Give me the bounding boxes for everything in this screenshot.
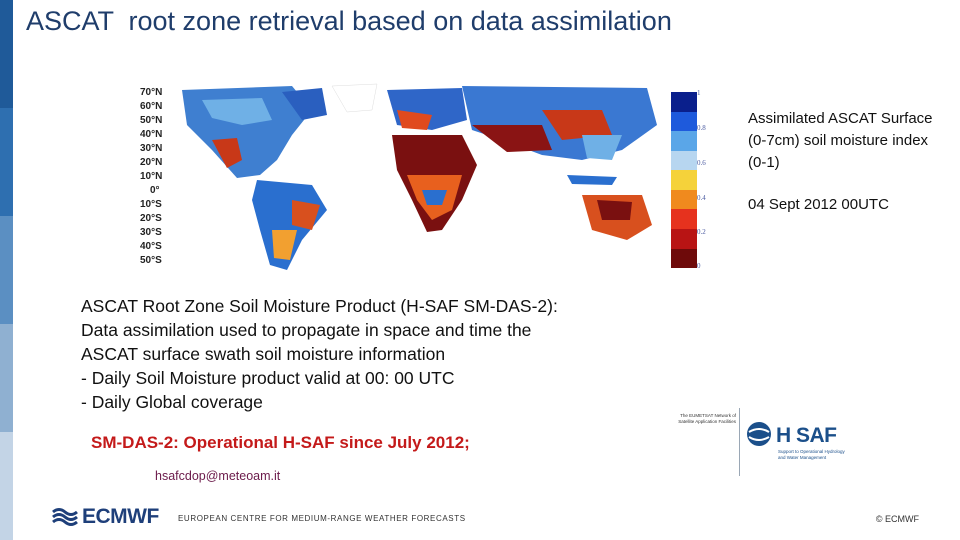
lat-label: 20°N bbox=[140, 157, 163, 168]
greenland-landmass bbox=[331, 83, 378, 113]
hsaf-subtitle: Support to Operational Hydrology and Wat… bbox=[778, 449, 845, 460]
eumetsat-saf-network-text: The EUMETSAT Network of Satellite Applic… bbox=[678, 413, 736, 424]
lat-label: 30°N bbox=[140, 143, 163, 154]
colorbar-tick: 0.6 bbox=[697, 159, 706, 167]
lat-label: 40°S bbox=[140, 241, 162, 252]
colorbar-tick: 0 bbox=[697, 262, 701, 270]
left-accent-bar bbox=[0, 0, 13, 540]
lat-label: 60°N bbox=[140, 101, 163, 112]
description-line: Data assimilation used to propagate in s… bbox=[81, 320, 532, 340]
accent-segment bbox=[0, 108, 13, 216]
colorbar-segment bbox=[671, 131, 697, 151]
lat-label: 20°S bbox=[140, 213, 162, 224]
colorbar-segment bbox=[671, 209, 697, 229]
operational-highlight: SM-DAS-2: Operational H-SAF since July 2… bbox=[91, 433, 470, 452]
lat-label: 50°S bbox=[140, 255, 162, 266]
description-line: - Daily Soil Moisture product valid at 0… bbox=[81, 368, 455, 388]
logo-divider bbox=[739, 408, 740, 476]
lat-label: 30°S bbox=[140, 227, 162, 238]
accent-segment bbox=[0, 216, 13, 324]
colorbar-segment bbox=[671, 150, 697, 171]
colorbar-segment bbox=[671, 228, 697, 249]
contact-email[interactable]: hsafcdop@meteoam.it bbox=[155, 469, 281, 483]
colorbar-tick: 1 bbox=[697, 89, 701, 97]
colorbar-segment bbox=[671, 92, 697, 112]
lat-label: 40°N bbox=[140, 129, 163, 140]
ecmwf-logo-icon bbox=[52, 508, 78, 526]
colorbar-segment bbox=[671, 111, 697, 132]
lat-label: 0° bbox=[150, 185, 160, 196]
hsaf-globe-icon bbox=[747, 422, 771, 446]
south-america-landmass bbox=[252, 180, 327, 270]
lat-label: 10°N bbox=[140, 171, 163, 182]
soil-moisture-world-map bbox=[142, 80, 664, 275]
description-line: - Daily Global coverage bbox=[81, 392, 263, 412]
lat-label: 70°N bbox=[140, 87, 163, 98]
accent-segment bbox=[0, 432, 13, 540]
footer-organization: EUROPEAN CENTRE FOR MEDIUM-RANGE WEATHER… bbox=[178, 514, 466, 523]
description-line: ASCAT surface swath soil moisture inform… bbox=[81, 344, 446, 364]
accent-segment bbox=[0, 324, 13, 432]
lat-label: 50°N bbox=[140, 115, 163, 126]
colorbar-segment bbox=[671, 170, 697, 190]
colorbar-segment bbox=[671, 189, 697, 210]
colorbar-tick: 0.2 bbox=[697, 228, 706, 236]
ecmwf-logo-text: ECMWF bbox=[82, 505, 159, 528]
footer-copyright: © ECMWF bbox=[875, 514, 919, 524]
colorbar-segment bbox=[671, 248, 697, 269]
slide-title: ASCAT root zone retrieval based on data … bbox=[26, 6, 672, 36]
accent-segment bbox=[0, 0, 13, 108]
colorbar-tick: 0.4 bbox=[697, 194, 706, 202]
hsaf-logo-text: H SAF bbox=[776, 424, 837, 447]
map-caption: Assimilated ASCAT Surface (0-7cm) soil m… bbox=[748, 110, 933, 171]
colorbar bbox=[671, 92, 697, 269]
lat-label: 10°S bbox=[140, 199, 162, 210]
colorbar-tick: 0.8 bbox=[697, 124, 706, 132]
map-date: 04 Sept 2012 00UTC bbox=[748, 196, 889, 213]
product-description: ASCAT Root Zone Soil Moisture Product (H… bbox=[81, 294, 701, 414]
description-line: ASCAT Root Zone Soil Moisture Product (H… bbox=[81, 296, 558, 316]
